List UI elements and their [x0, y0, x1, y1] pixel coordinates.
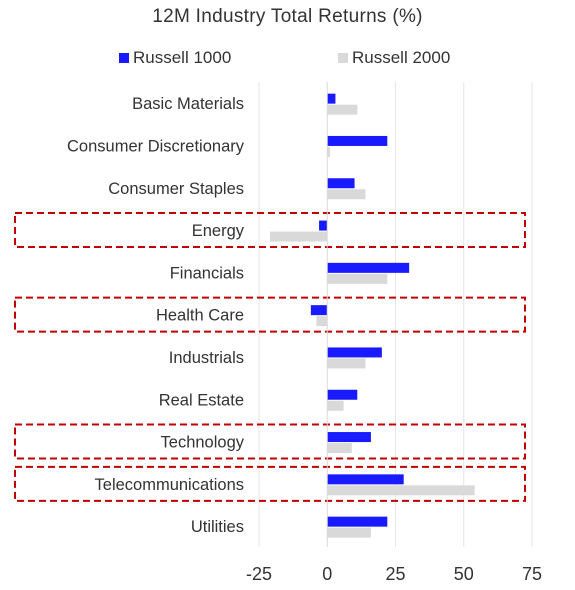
legend-item-russell-1000: Russell 1000 [119, 48, 231, 68]
bar-russell-2000-utilities [327, 527, 371, 538]
legend: Russell 1000 Russell 2000 [0, 48, 575, 72]
category-label-health-care: Health Care [156, 307, 244, 325]
bar-russell-1000-basic-materials [327, 93, 336, 104]
category-label-utilities: Utilities [191, 518, 244, 536]
category-label-financials: Financials [170, 264, 244, 282]
highlight-box-health-care [14, 296, 526, 333]
bar-russell-1000-telecommunications [327, 474, 404, 485]
x-tick-label-25: 25 [385, 564, 405, 584]
category-label-energy: Energy [192, 222, 245, 240]
category-label-consumer-staples: Consumer Staples [108, 180, 244, 198]
bar-russell-2000-financials [327, 273, 388, 284]
bar-russell-2000-consumer-discretionary [327, 146, 330, 157]
bar-russell-2000-industrials [327, 358, 366, 369]
category-label-technology: Technology [161, 434, 245, 452]
category-label-consumer-discretionary: Consumer Discretionary [67, 137, 245, 155]
category-label-real-estate: Real Estate [159, 391, 244, 409]
bar-russell-1000-real-estate [327, 389, 358, 400]
highlight-box-telecommunications [14, 465, 526, 502]
bar-russell-1000-health-care [310, 305, 328, 316]
bar-russell-2000-health-care [316, 316, 328, 327]
bar-russell-2000-consumer-staples [327, 189, 366, 200]
legend-label-russell-2000: Russell 2000 [352, 48, 451, 67]
x-tick-label-75: 75 [522, 564, 542, 584]
chart-title: 12M Industry Total Returns (%) [152, 6, 423, 27]
category-label-industrials: Industrials [169, 349, 244, 367]
bar-russell-2000-real-estate [327, 400, 344, 411]
highlight-box-technology [14, 423, 526, 460]
legend-swatch-russell-1000 [119, 53, 129, 63]
legend-swatch-russell-2000 [338, 53, 348, 63]
bar-russell-1000-technology [327, 432, 371, 443]
x-tick-label-50: 50 [454, 564, 474, 584]
bar-russell-1000-energy [319, 220, 328, 231]
bar-russell-2000-energy [269, 231, 328, 242]
bar-russell-1000-consumer-staples [327, 178, 355, 189]
bar-russell-1000-consumer-discretionary [327, 135, 388, 146]
bar-russell-1000-financials [327, 262, 410, 273]
bar-russell-2000-basic-materials [327, 104, 358, 115]
bar-russell-1000-industrials [327, 347, 382, 358]
category-label-basic-materials: Basic Materials [132, 95, 244, 113]
bar-russell-1000-utilities [327, 516, 388, 527]
legend-item-russell-2000: Russell 2000 [338, 48, 450, 68]
category-label-telecommunications: Telecommunications [95, 476, 244, 494]
bar-russell-2000-telecommunications [327, 485, 475, 496]
bar-russell-2000-technology [327, 443, 352, 454]
x-tick-label-25: -25 [246, 564, 272, 584]
legend-label-russell-1000: Russell 1000 [133, 48, 232, 67]
highlight-box-energy [14, 212, 526, 249]
x-tick-label-0: 0 [322, 564, 332, 584]
